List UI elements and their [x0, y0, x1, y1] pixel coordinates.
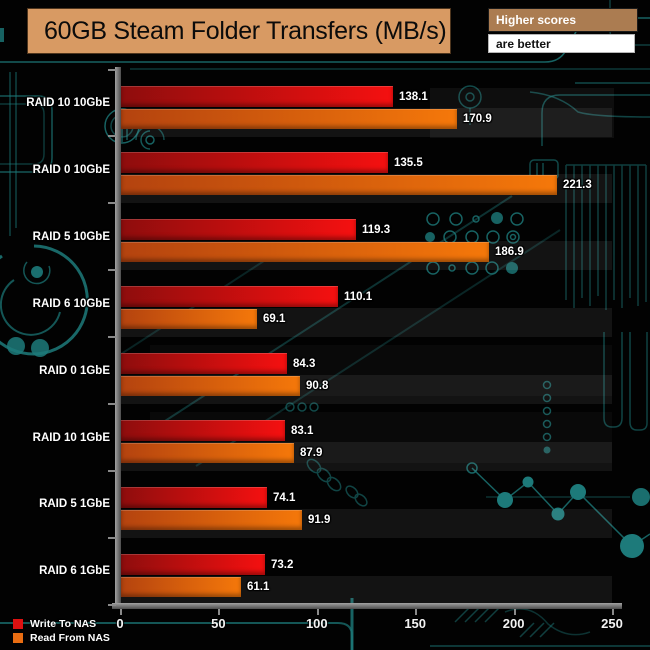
- y-axis-tick: [108, 269, 116, 272]
- write-value-label: 84.3: [293, 358, 316, 371]
- y-axis-tick: [108, 603, 116, 606]
- x-axis-tick: [513, 609, 516, 615]
- write-bar: [121, 286, 338, 308]
- write-bar: [121, 486, 267, 508]
- category-label: RAID 6 10GbE: [32, 297, 110, 310]
- read-value-label: 69.1: [263, 313, 286, 326]
- read-bar: [121, 309, 257, 330]
- category-label: RAID 0 1GbE: [39, 364, 110, 377]
- x-tick-label: 150: [404, 616, 427, 631]
- are-better-text: are better: [496, 36, 551, 51]
- category-label: RAID 5 10GbE: [32, 230, 110, 243]
- y-axis-tick: [108, 469, 116, 472]
- write-bar: [121, 152, 388, 174]
- read-bar: [121, 175, 557, 196]
- read-value-label: 87.9: [300, 447, 323, 459]
- write-legend-swatch: [13, 618, 23, 629]
- legend-item-write: Write To NAS: [13, 617, 97, 630]
- write-legend-label: Write To NAS: [30, 617, 97, 630]
- x-tick-label: 0: [116, 616, 124, 631]
- x-axis-line: [112, 603, 622, 609]
- write-value-label: 135.5: [394, 157, 423, 170]
- category-label: RAID 10 10GbE: [26, 97, 110, 109]
- read-bar: [121, 108, 457, 129]
- read-value-label: 186.9: [495, 246, 524, 259]
- read-value-label: 221.3: [563, 179, 592, 192]
- y-axis-tick: [108, 202, 116, 205]
- write-bar: [121, 85, 393, 107]
- are-better-badge: are better: [488, 34, 635, 53]
- write-value-label: 83.1: [291, 425, 314, 437]
- y-axis-tick: [108, 135, 116, 138]
- y-axis-tick: [108, 68, 116, 71]
- category-label: RAID 5 1GbE: [39, 498, 110, 511]
- y-axis-line: [115, 67, 121, 609]
- x-axis-tick: [415, 609, 418, 615]
- x-axis-tick: [612, 609, 614, 615]
- higher-scores-text: Higher scores: [496, 13, 577, 27]
- legend-item-read: Read From NAS: [13, 631, 110, 644]
- category-label: RAID 0 10GbE: [32, 163, 110, 176]
- write-value-label: 110.1: [344, 291, 373, 304]
- x-tick-label: 200: [502, 616, 525, 631]
- category-label: RAID 6 1GbE: [39, 565, 110, 578]
- write-value-label: 73.2: [271, 558, 294, 571]
- read-bar: [121, 576, 241, 597]
- chart-title-box: 60GB Steam Folder Transfers (MB/s): [27, 8, 451, 54]
- read-bar: [121, 509, 302, 530]
- read-legend-label: Read From NAS: [30, 631, 110, 644]
- x-tick-label: 250: [601, 616, 623, 631]
- y-axis-tick: [108, 403, 116, 405]
- read-value-label: 91.9: [308, 513, 331, 526]
- read-bar: [121, 242, 489, 263]
- read-legend-swatch: [13, 632, 23, 643]
- read-value-label: 90.8: [306, 380, 329, 393]
- write-bar: [121, 420, 285, 441]
- read-bar: [121, 443, 294, 463]
- x-tick-label: 50: [211, 616, 226, 631]
- write-bar: [121, 219, 356, 241]
- y-axis-tick: [108, 536, 116, 539]
- read-value-label: 170.9: [463, 112, 492, 125]
- x-axis-tick: [316, 609, 319, 615]
- write-value-label: 138.1: [399, 90, 428, 103]
- write-bar: [121, 553, 265, 575]
- write-bar: [121, 353, 287, 375]
- category-label: RAID 10 1GbE: [32, 431, 110, 444]
- x-tick-label: 100: [305, 616, 328, 631]
- chart-title: 60GB Steam Folder Transfers (MB/s): [44, 16, 447, 45]
- higher-scores-badge: Higher scores: [488, 8, 638, 32]
- x-axis-tick: [120, 609, 122, 615]
- y-axis-tick: [108, 336, 116, 339]
- write-value-label: 74.1: [273, 491, 296, 504]
- write-value-label: 119.3: [362, 224, 391, 237]
- x-axis-tick: [218, 609, 221, 615]
- read-value-label: 61.1: [247, 580, 270, 593]
- read-bar: [121, 376, 300, 397]
